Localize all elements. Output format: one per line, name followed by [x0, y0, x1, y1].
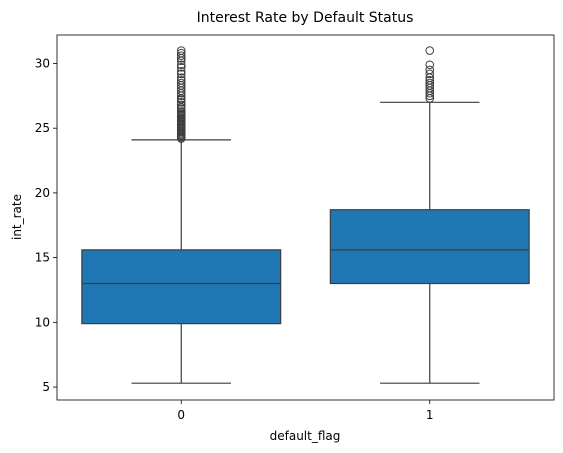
outlier-point — [425, 46, 435, 55]
y-tick-label: 30 — [35, 56, 50, 70]
outlier-point — [176, 98, 186, 107]
outlier-point — [176, 100, 186, 110]
outlier-point — [176, 107, 186, 116]
outlier-point — [176, 76, 186, 85]
y-tick-label: 10 — [35, 315, 50, 329]
y-tick-label: 20 — [35, 186, 50, 200]
chart-title: Interest Rate by Default Status — [197, 10, 414, 26]
plot-frame — [56, 34, 555, 401]
y-tick-label: 25 — [35, 121, 50, 135]
outlier-point — [425, 76, 435, 85]
box-iqr — [329, 209, 530, 285]
y-axis-label: int_rate — [10, 194, 24, 240]
y-tick-label: 5 — [42, 380, 50, 394]
x-tick-label: 0 — [177, 408, 185, 422]
outlier-point — [425, 69, 435, 79]
box-iqr — [81, 249, 282, 325]
x-tick-label: 1 — [426, 408, 434, 422]
y-axis: 5 10 15 20 25 30 — [35, 56, 57, 394]
outlier-point — [425, 60, 435, 70]
outlier-point — [176, 69, 186, 79]
outlier-point — [176, 63, 186, 72]
x-axis-label: default_flag — [270, 429, 341, 443]
outlier-point — [425, 65, 435, 75]
y-tick-label: 15 — [35, 251, 50, 265]
outlier-point — [176, 78, 186, 88]
boxes — [81, 46, 530, 384]
outlier-point — [176, 48, 186, 58]
outlier-point — [176, 60, 186, 70]
outlier-point — [176, 46, 186, 55]
outlier-point — [176, 66, 186, 76]
outlier-point — [176, 73, 186, 83]
outlier-point — [176, 51, 186, 61]
outlier-point — [425, 78, 435, 88]
